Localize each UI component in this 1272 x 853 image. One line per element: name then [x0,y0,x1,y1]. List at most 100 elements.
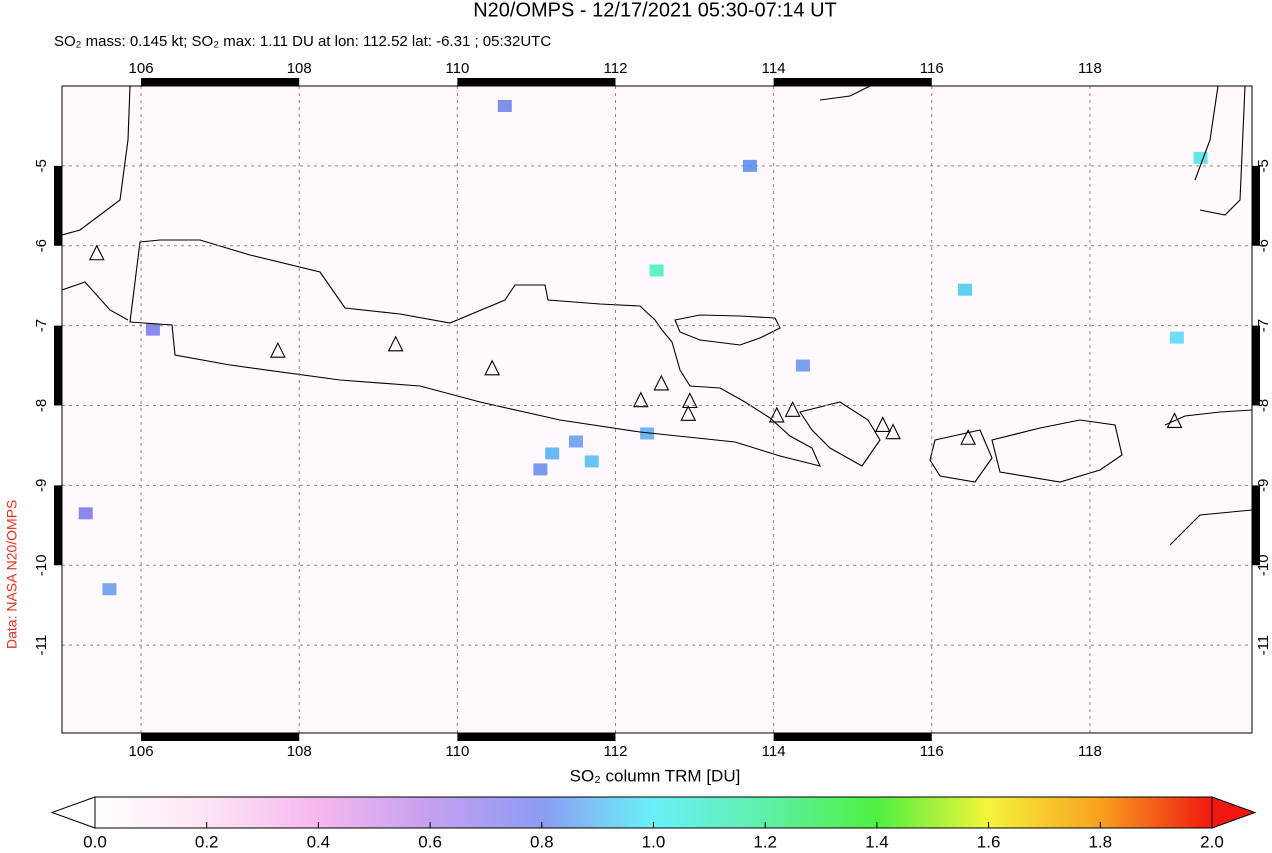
colorbar-tick-label: 1.4 [865,832,889,851]
so2-pixel [545,447,560,460]
colorbar-tick-label: 1.0 [642,832,666,851]
so2-pixel [78,507,93,520]
so2-pixels [78,99,1208,596]
y-tick-label: -6 [1255,239,1272,252]
volcano [784,401,801,417]
x-tick-label: 112 [604,60,628,77]
so2-pixel [1169,331,1184,344]
frame-bar [54,325,62,406]
so2-pixel [497,99,512,112]
volcano [653,374,670,391]
so2-pixel [795,359,810,372]
frame-bar [1252,165,1260,246]
x-tick-label: 118 [1078,60,1102,77]
volcanoes [88,244,1183,445]
colorbar-tick-label: 1.2 [753,832,777,851]
frame-bar [54,485,62,566]
colorbar-tick-label: 1.6 [977,832,1001,851]
frame-bar [54,165,62,246]
chart-title: N20/OMPS - 12/17/2021 05:30-07:14 UT [473,0,837,21]
y-tick-label: -8 [1255,399,1272,412]
volcano [768,406,785,423]
volcano [632,391,649,408]
so2-pixel [145,323,160,336]
map-frame [61,85,1253,734]
colorbar-tick-label: 0.8 [530,832,554,851]
colorbar-tick-label: 0.2 [195,832,219,851]
so2-pixel [568,435,583,448]
coastline-bali [799,401,881,467]
volcano [387,335,404,352]
x-tick-label: 110 [445,743,469,760]
colorbar-high-arrow [1211,796,1257,829]
volcano [680,405,697,421]
so2-pixel [102,583,117,596]
coastline-sumbawa [991,419,1123,483]
colorbar: SO₂ column TRM [DU] 0.0 0.2 0.4 0.6 0.8 1.0 1.… [50,766,1257,851]
y-tick-label: -6 [33,239,50,252]
x-tick-label: 118 [1078,743,1102,760]
frame-bar [457,733,616,741]
colorbar-low-arrow [50,796,96,829]
so2-pixel [1193,151,1208,164]
y-tick-label: -9 [33,479,50,492]
x-tick-label: 108 [287,743,312,760]
coastline-java [129,239,821,467]
so2-pixel [649,264,664,277]
frame-bar [457,78,616,86]
coastline-sumatra [62,86,131,321]
x-tick-label: 116 [920,743,944,760]
colorbar-tick-label: 0.0 [83,832,107,851]
colorbar-label: SO₂ column TRM [DU] [570,766,741,785]
grid [62,86,1252,733]
frame-bar [773,78,932,86]
credit: Data: NASA N20/OMPS [4,500,20,649]
volcano [885,423,901,440]
x-tick-label: 106 [129,60,154,77]
y-tick-label: -10 [1255,554,1272,576]
y-tick-label: -10 [33,554,50,576]
colorbar-tick-label: 2.0 [1200,832,1224,851]
frame-bar [1252,325,1260,406]
coastline-borneo [819,86,1246,216]
frame-bar [141,78,300,86]
axes: 106 106 108 108 110 110 112 112 114 114 116 116 118 1… [33,60,1272,760]
colorbar-tick-label: 0.6 [418,832,442,851]
volcano [874,416,891,433]
x-tick-label: 110 [445,60,469,77]
x-tick-label: 114 [762,60,786,77]
so2-pixel [640,427,655,440]
y-tick-label: -11 [33,635,50,656]
so2-pixel [533,463,548,476]
x-tick-label: 106 [129,743,154,760]
map [62,86,1252,733]
y-tick-label: -5 [33,159,50,172]
frame-bar [773,733,932,741]
x-tick-label: 116 [920,60,944,77]
volcano [269,341,286,358]
volcano [88,244,105,261]
colorbar-tick-label: 1.8 [1088,832,1112,851]
frame-bar [1252,485,1260,566]
x-tick-label: 108 [287,60,312,77]
so2-pixel [957,283,972,296]
volcano [1166,412,1183,429]
map-background [62,86,1252,733]
volcano [681,392,698,409]
y-tick-label: -11 [1255,635,1272,656]
y-tick-label: -8 [33,399,50,412]
coastline-lombok [929,429,993,483]
volcano [960,429,977,445]
colorbar-tick-label: 0.4 [307,832,331,851]
so2-pixel [584,455,599,468]
subtitle: SO₂ mass: 0.145 kt; SO₂ max: 1.11 DU at … [54,33,551,50]
volcano [484,359,501,376]
frame-bar [141,733,300,741]
x-tick-label: 112 [604,743,628,760]
coastline-madura [674,314,781,346]
coastlines [62,86,1252,546]
x-tick-label: 114 [762,743,786,760]
y-tick-label: -7 [33,319,50,332]
coastline-flores [1164,409,1252,546]
